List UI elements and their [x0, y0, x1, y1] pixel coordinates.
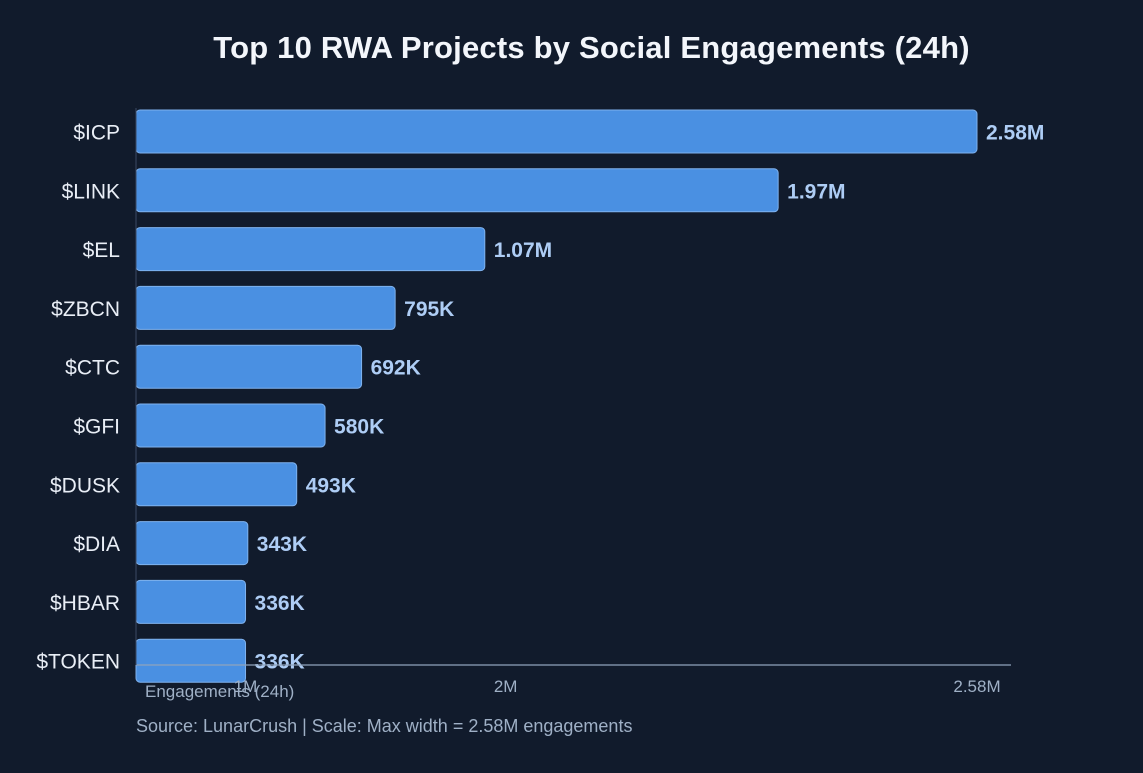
- value-label: 580K: [334, 416, 384, 439]
- x-tick-label: 2M: [494, 677, 518, 696]
- bar-ctc: [135, 344, 363, 389]
- category-label: $HBAR: [50, 592, 120, 615]
- value-label: 692K: [371, 357, 421, 380]
- bar-el: [135, 227, 486, 272]
- category-label: $EL: [83, 239, 120, 262]
- bar-dia: [135, 521, 249, 566]
- value-label: 1.97M: [787, 180, 845, 203]
- bar-link: [135, 168, 779, 213]
- chart-title: Top 10 RWA Projects by Social Engagement…: [213, 30, 970, 65]
- category-label: $DIA: [73, 533, 120, 556]
- x-tick-label: 1M: [234, 677, 258, 696]
- value-label: 343K: [257, 533, 307, 556]
- bar-token: [135, 638, 247, 683]
- value-label: 1.07M: [494, 239, 552, 262]
- category-label: $CTC: [65, 357, 120, 380]
- x-ticks-layer: 1M 2M 2.58M: [234, 677, 1001, 696]
- value-labels-layer: 2.58M 1.97M 1.07M 795K 692K 580K 493K 343K 336K 3…: [255, 122, 1045, 674]
- category-label: $GFI: [73, 416, 120, 439]
- category-label: $ICP: [73, 122, 120, 145]
- category-label: $LINK: [62, 180, 120, 203]
- bar-dusk: [135, 462, 298, 507]
- bar-icp: [135, 109, 978, 154]
- category-label: $ZBCN: [51, 298, 120, 321]
- value-label: 795K: [404, 298, 454, 321]
- x-tick-label: 2.58M: [953, 677, 1000, 696]
- bar-gfi: [135, 403, 326, 448]
- value-label: 2.58M: [986, 122, 1044, 145]
- bar-zbcn: [135, 285, 396, 330]
- value-label: 336K: [255, 651, 305, 674]
- category-label: $DUSK: [50, 474, 120, 497]
- x-axis-title: Engagements (24h): [145, 682, 294, 701]
- category-label: $TOKEN: [36, 651, 120, 674]
- source-note: Source: LunarCrush | Scale: Max width = …: [136, 716, 633, 736]
- value-label: 493K: [306, 474, 356, 497]
- category-labels-layer: $ICP $LINK $EL $ZBCN $CTC $GFI $DUSK $DIA $HBAR $…: [36, 122, 120, 674]
- value-label: 336K: [255, 592, 305, 615]
- bar-hbar: [135, 579, 247, 624]
